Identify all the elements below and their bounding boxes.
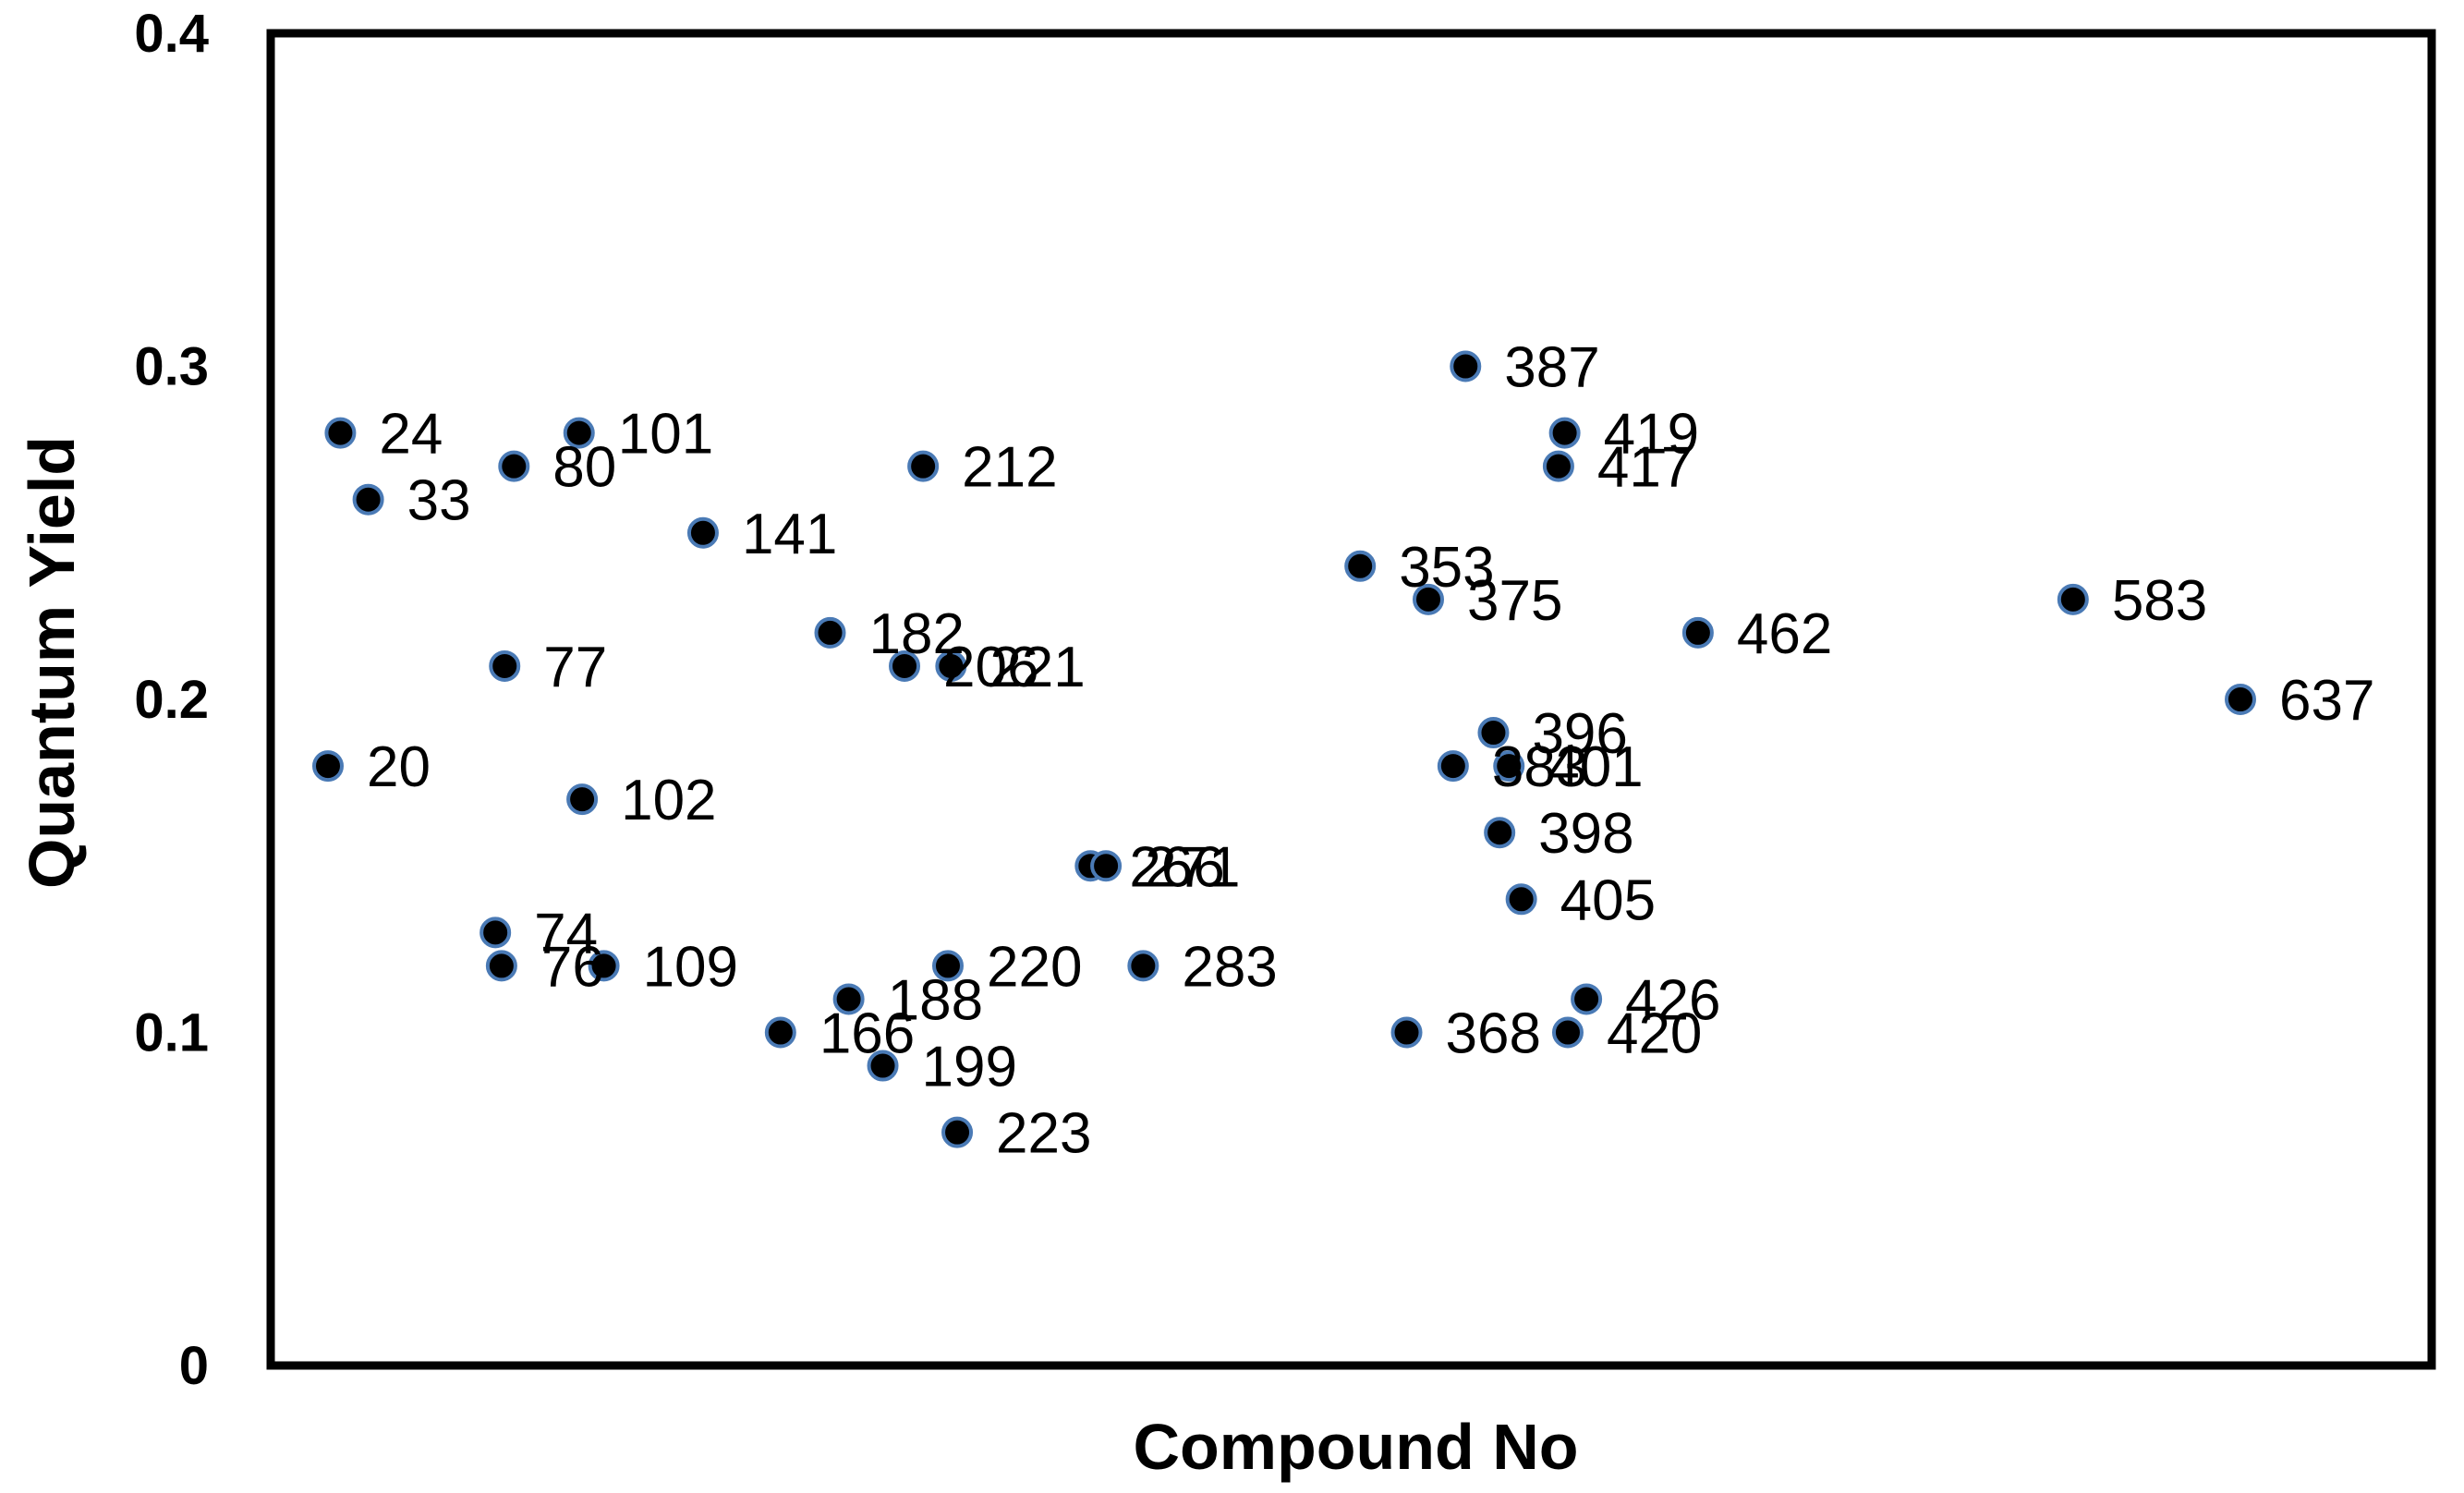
data-point-label: 221 bbox=[989, 636, 1085, 699]
data-point-label: 283 bbox=[1182, 935, 1277, 999]
data-point bbox=[324, 417, 357, 449]
data-point-label: 420 bbox=[1607, 1002, 1702, 1066]
data-point bbox=[1542, 450, 1574, 482]
data-point bbox=[889, 649, 921, 682]
data-point bbox=[498, 450, 530, 482]
data-point bbox=[1477, 717, 1510, 749]
data-point bbox=[1127, 950, 1159, 982]
data-point-label: 383 bbox=[1492, 735, 1587, 799]
x-axis-title: Compound No bbox=[1133, 1411, 1578, 1483]
data-point-label: 368 bbox=[1446, 1002, 1541, 1066]
data-point bbox=[588, 950, 620, 982]
data-point-label: 24 bbox=[379, 403, 443, 467]
data-point-label: 102 bbox=[621, 769, 716, 832]
y-tick-label: 0.1 bbox=[134, 1003, 209, 1063]
data-point bbox=[941, 1116, 974, 1148]
data-point bbox=[867, 1050, 899, 1082]
data-point-label: 220 bbox=[987, 935, 1082, 999]
y-axis-title: Quantum Yield bbox=[16, 436, 88, 889]
data-point bbox=[479, 916, 512, 949]
data-point-label: 426 bbox=[1625, 968, 1720, 1032]
data-point-label: 206 bbox=[943, 636, 1038, 699]
data-point bbox=[832, 983, 865, 1015]
data-point bbox=[1090, 850, 1123, 882]
data-point-label: 398 bbox=[1538, 802, 1633, 866]
data-point bbox=[814, 616, 846, 649]
data-point bbox=[1571, 983, 1603, 1015]
data-point-label: 375 bbox=[1467, 569, 1562, 633]
y-tick-label: 0.2 bbox=[134, 670, 209, 730]
data-point-label: 74 bbox=[534, 902, 598, 965]
data-point-label: 417 bbox=[1597, 436, 1693, 500]
data-point-label: 33 bbox=[407, 469, 471, 533]
data-point-label: 271 bbox=[1145, 835, 1240, 899]
data-point bbox=[485, 950, 517, 982]
data-point-label: 396 bbox=[1532, 702, 1627, 766]
data-point bbox=[1548, 417, 1581, 449]
data-point-label: 20 bbox=[367, 735, 431, 799]
y-tick-label: 0 bbox=[179, 1336, 209, 1396]
data-point-label: 387 bbox=[1504, 336, 1599, 400]
data-point-label: 166 bbox=[819, 1002, 915, 1066]
data-point bbox=[566, 783, 599, 816]
data-point bbox=[1344, 550, 1377, 582]
data-point-label: 141 bbox=[742, 503, 837, 566]
data-point-label: 223 bbox=[996, 1102, 1091, 1166]
data-point bbox=[1681, 616, 1714, 649]
data-point bbox=[1390, 1016, 1423, 1049]
data-point bbox=[907, 450, 940, 482]
data-point bbox=[563, 417, 595, 449]
data-point bbox=[686, 516, 719, 549]
data-point-label: 109 bbox=[643, 935, 738, 999]
data-point-label: 199 bbox=[922, 1036, 1017, 1099]
data-point-label: 419 bbox=[1604, 403, 1699, 467]
data-point bbox=[352, 483, 384, 516]
data-point-label: 401 bbox=[1548, 735, 1643, 799]
data-point bbox=[1437, 750, 1469, 783]
data-point bbox=[2225, 684, 2256, 715]
data-point-label: 188 bbox=[888, 968, 983, 1032]
data-point-label: 266 bbox=[1129, 835, 1224, 899]
data-point-label: 462 bbox=[1737, 602, 1832, 666]
data-point bbox=[312, 750, 344, 783]
data-point-label: 212 bbox=[962, 436, 1057, 500]
data-point-label: 637 bbox=[2279, 669, 2374, 733]
data-point-label: 583 bbox=[2112, 569, 2207, 633]
data-point-label: 182 bbox=[869, 602, 965, 666]
y-tick-label: 0.3 bbox=[134, 337, 209, 397]
data-point bbox=[2057, 583, 2089, 615]
data-point bbox=[1551, 1016, 1584, 1049]
data-point bbox=[1505, 883, 1537, 916]
y-tick-label: 0.4 bbox=[134, 4, 209, 64]
data-point bbox=[1413, 583, 1445, 615]
data-point bbox=[489, 649, 521, 682]
data-point-label: 353 bbox=[1399, 536, 1494, 600]
data-point-label: 77 bbox=[543, 636, 607, 699]
data-point bbox=[1484, 817, 1516, 849]
y-axis-tick-labels: 0 0.1 0.2 0.3 0.4 bbox=[134, 4, 209, 1396]
plot-area-frame bbox=[266, 29, 2436, 1370]
data-points bbox=[312, 350, 2256, 1148]
data-point bbox=[1450, 350, 1482, 382]
data-point-label: 76 bbox=[540, 935, 604, 999]
data-point bbox=[931, 950, 964, 982]
data-point-label: 80 bbox=[552, 436, 616, 500]
data-point bbox=[1493, 750, 1525, 783]
data-point-label: 101 bbox=[618, 403, 713, 467]
data-point bbox=[935, 649, 967, 682]
data-point bbox=[764, 1016, 796, 1049]
data-point-label: 405 bbox=[1560, 868, 1656, 932]
